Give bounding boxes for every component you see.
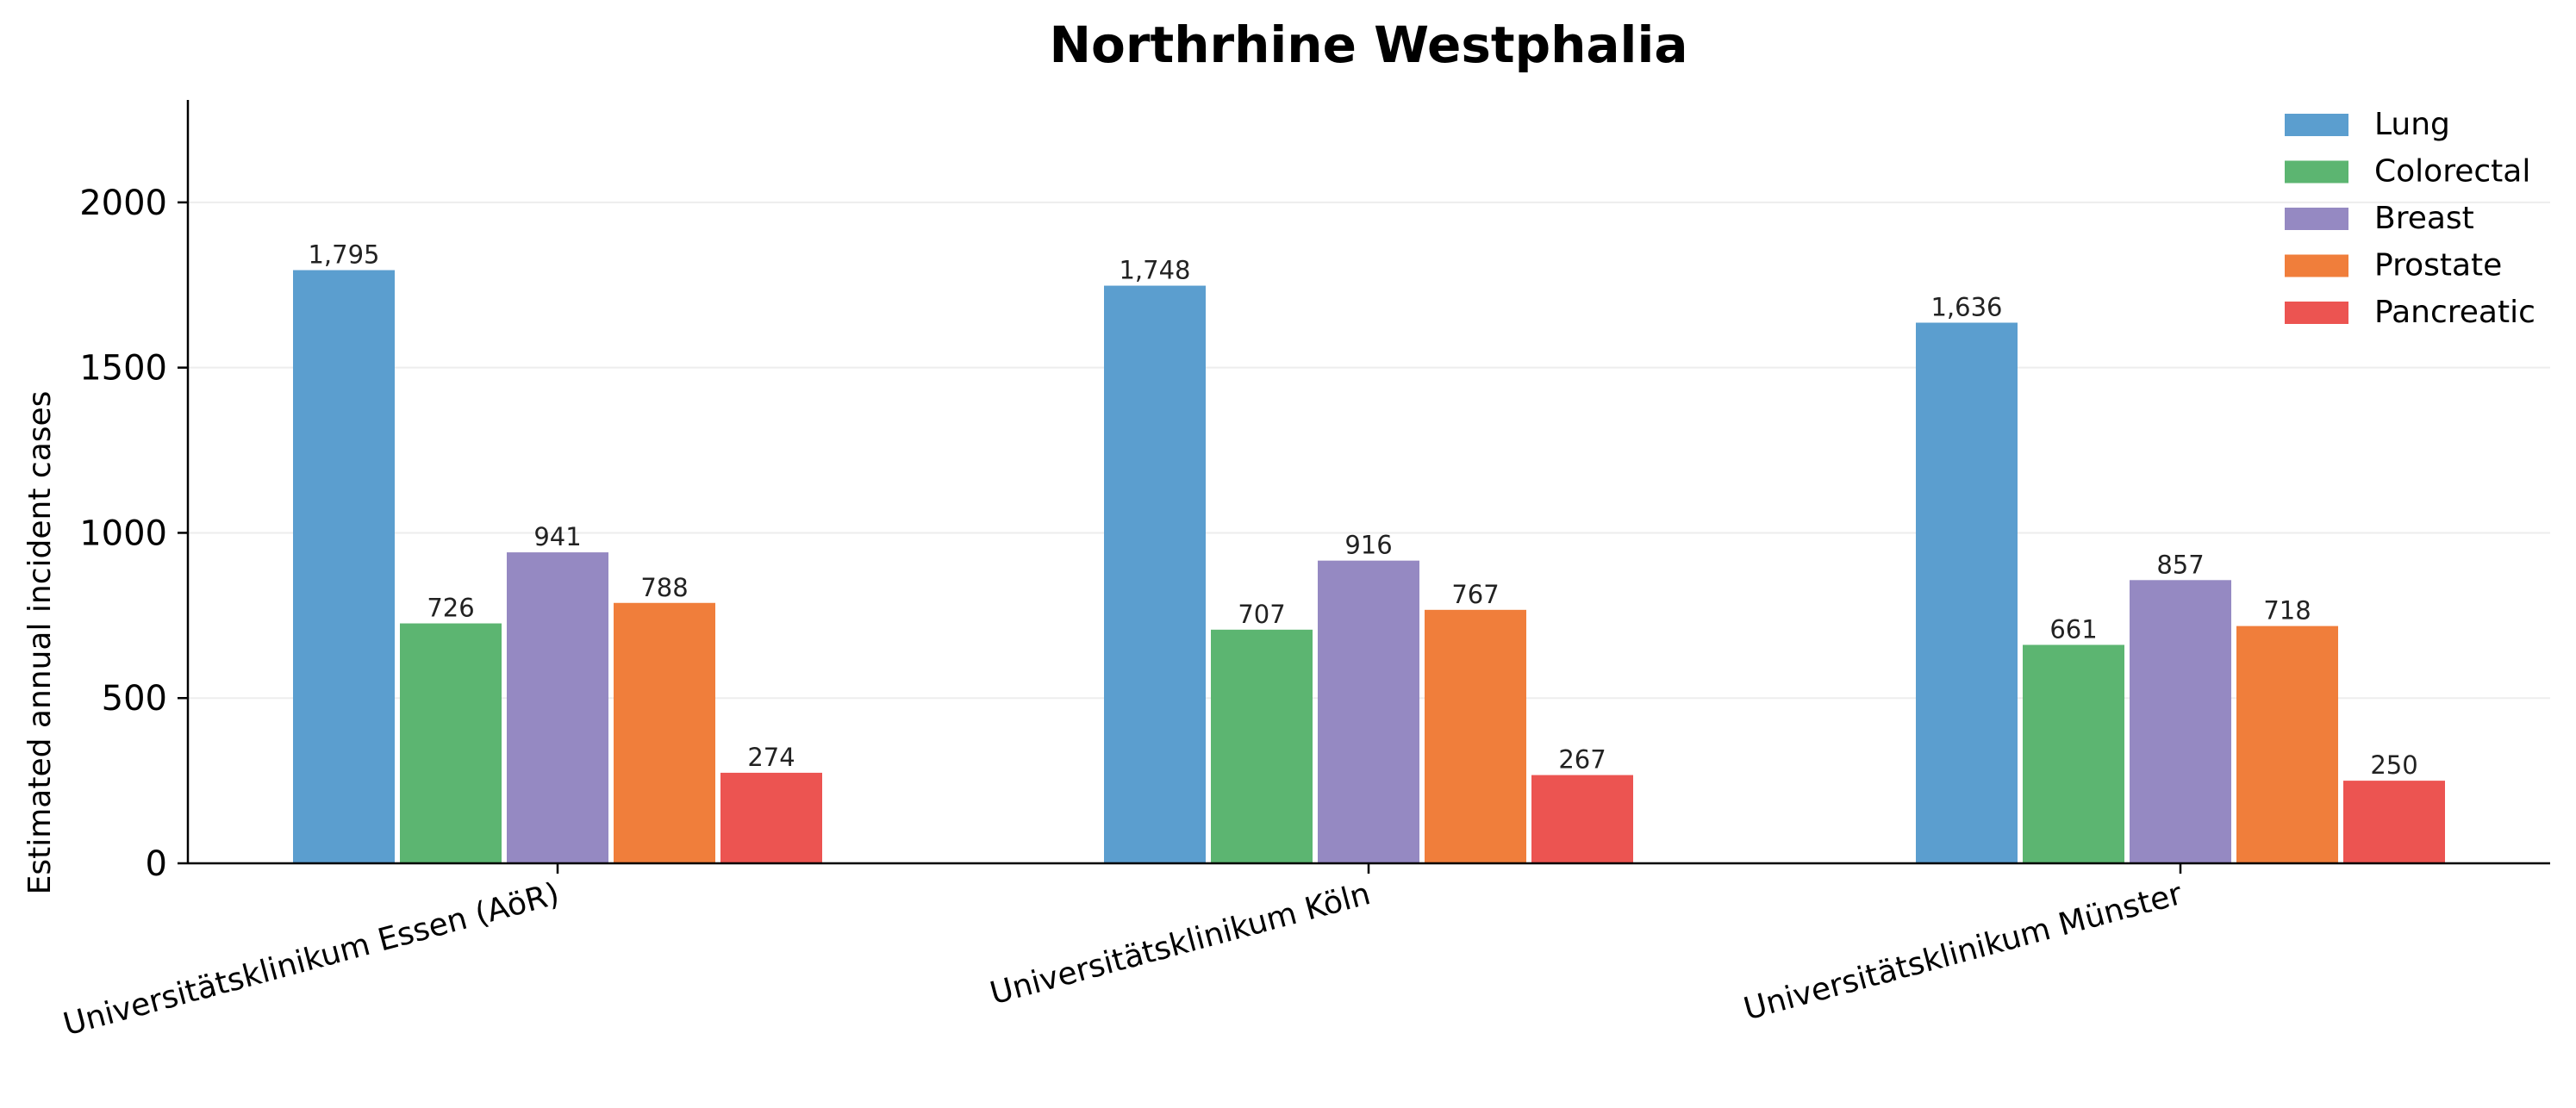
legend: Lung Colorectal Breast Prostate Pancreatic (2285, 107, 2535, 330)
bar-breast (1318, 560, 1419, 863)
data-label: 718 (2263, 596, 2311, 626)
data-label: 267 (1558, 745, 1606, 775)
bar-pancreatic (720, 772, 822, 863)
y-tick-label: 500 (102, 679, 167, 719)
bar-lung (1104, 285, 1206, 863)
data-label: 788 (640, 573, 688, 602)
legend-swatch-colorectal (2285, 160, 2348, 184)
data-labels: 1,795 1,748 1,636 726 707 661 941 916 857 788 767 7… (308, 240, 2417, 781)
y-tick-label: 0 (146, 844, 167, 884)
data-label: 661 (2049, 614, 2097, 644)
data-label: 767 (1451, 580, 1499, 609)
bar-pancreatic (2343, 781, 2445, 863)
legend-label: Colorectal (2374, 154, 2530, 190)
bar-prostate (614, 602, 715, 863)
bar-colorectal (2023, 644, 2124, 863)
bar-pancreatic (1531, 775, 1633, 863)
data-label: 916 (1344, 531, 1392, 560)
bar-breast (507, 552, 608, 863)
data-label: 1,636 (1930, 293, 2002, 322)
data-label: 250 (2370, 750, 2417, 780)
data-label: 707 (1238, 600, 1285, 629)
legend-swatch-lung (2285, 114, 2348, 136)
bar-lung (1916, 322, 2018, 863)
data-label: 1,748 (1119, 256, 1190, 285)
data-label: 1,795 (308, 240, 379, 270)
y-tick-label: 2000 (79, 184, 167, 223)
x-tick-label: Universitätsklinikum Essen (AöR) (59, 876, 563, 1043)
x-tick-label: Universitätsklinikum Münster (1740, 876, 2186, 1027)
x-tick-label: Universitätsklinikum Köln (987, 876, 1375, 1012)
bar-prostate (1425, 609, 1526, 863)
legend-swatch-prostate (2285, 254, 2348, 277)
data-label: 274 (747, 743, 795, 772)
bars (293, 270, 2445, 863)
bar-lung (293, 270, 395, 863)
bar-breast (2130, 580, 2231, 863)
legend-label: Prostate (2374, 248, 2502, 283)
data-label: 941 (533, 522, 581, 551)
legend-swatch-pancreatic (2285, 302, 2348, 324)
data-label: 857 (2156, 550, 2204, 579)
legend-label: Pancreatic (2374, 295, 2535, 330)
bar-prostate (2236, 626, 2338, 863)
chart-title: Northrhine Westphalia (1050, 16, 1688, 74)
bar-colorectal (400, 623, 502, 863)
data-label: 726 (427, 594, 474, 623)
y-axis-label: Estimated annual incident cases (22, 391, 58, 895)
y-tick-label: 1500 (79, 349, 167, 389)
bar-colorectal (1211, 629, 1313, 863)
legend-label: Breast (2374, 201, 2474, 236)
y-tick-label: 1000 (79, 514, 167, 553)
legend-swatch-breast (2285, 208, 2348, 230)
legend-label: Lung (2374, 107, 2450, 142)
